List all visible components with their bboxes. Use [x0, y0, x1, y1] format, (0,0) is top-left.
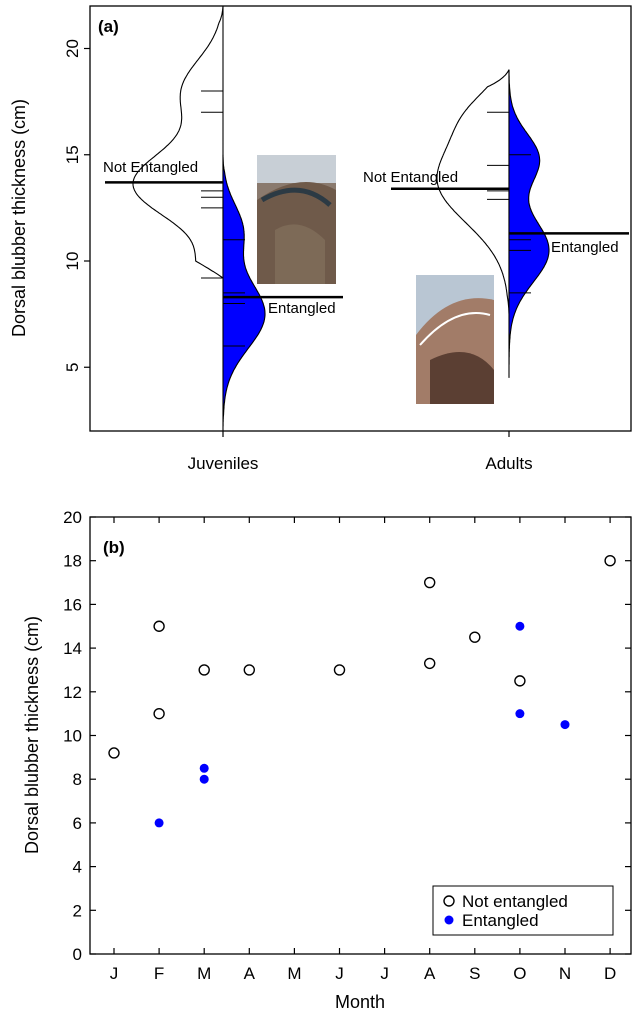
legend-label-entangled: Entangled	[462, 911, 539, 930]
legend-label-not-entangled: Not entangled	[462, 892, 568, 911]
juvenile-not-entangled-label: Not Entangled	[103, 159, 198, 176]
y-tick-label: 12	[63, 683, 82, 702]
y-tick-label: 10	[63, 252, 82, 271]
point-entangled	[515, 709, 525, 719]
x-tick-label: Juveniles	[188, 454, 259, 473]
y-tick-label: 20	[63, 39, 82, 58]
x-tick-label: Adults	[485, 454, 532, 473]
panel-b-scatter-plot: (b) Dorsal blubber thickness (cm) Month …	[22, 508, 632, 1012]
panel-a-violin-plot: (a) Dorsal blubber thickness (cm) 5 10 15 2…	[9, 5, 632, 473]
x-tick-label: O	[513, 964, 526, 983]
point-not-entangled	[604, 555, 616, 567]
point-not-entangled	[243, 664, 256, 676]
point-entangled	[199, 774, 209, 784]
y-tick-label: 4	[73, 858, 82, 877]
x-tick-label: M	[197, 964, 211, 983]
x-tick-label: F	[154, 964, 164, 983]
point-not-entangled	[153, 620, 165, 632]
point-not-entangled	[108, 747, 120, 759]
y-tick-label: 16	[63, 595, 82, 614]
y-tick-label: 18	[63, 552, 82, 571]
panel-a-label: (a)	[98, 17, 119, 36]
legend-marker-not-entangled	[443, 895, 455, 907]
panel-b-y-axis: 0 2 4 6 8 10 12 14 16 18 20	[63, 508, 631, 964]
y-tick-label: 6	[73, 814, 82, 833]
point-not-entangled	[469, 631, 481, 643]
point-entangled	[199, 763, 209, 773]
point-not-entangled	[153, 707, 165, 720]
panel-a-frame	[89, 5, 632, 432]
adult-not-entangled-label: Not Entangled	[363, 169, 458, 186]
x-tick-label: J	[110, 964, 119, 983]
y-tick-label: 15	[63, 145, 82, 164]
x-tick-label: A	[244, 964, 256, 983]
point-not-entangled	[514, 675, 526, 687]
panel-a-y-axis-title: Dorsal blubber thickness (cm)	[9, 99, 29, 337]
y-tick-label: 10	[63, 727, 82, 746]
x-tick-label: J	[335, 964, 344, 983]
panel-a-y-axis: 5 10 15 20	[63, 39, 90, 372]
violin-entangled-adults	[508, 69, 550, 378]
x-tick-label: D	[604, 964, 616, 983]
violin-not-entangled-juveniles	[132, 5, 224, 280]
y-tick-label: 14	[63, 639, 82, 658]
x-tick-label: N	[559, 964, 571, 983]
x-tick-label: M	[287, 964, 301, 983]
x-tick-label: S	[469, 964, 480, 983]
adult-entangled-label: Entangled	[551, 239, 619, 256]
x-tick-label: J	[380, 964, 389, 983]
point-entangled	[515, 621, 525, 631]
point-not-entangled	[424, 657, 436, 670]
adult-blubber-photo	[416, 275, 494, 404]
point-not-entangled	[333, 664, 346, 676]
y-tick-label: 8	[73, 770, 82, 789]
panel-b-points	[108, 555, 616, 828]
point-entangled	[560, 720, 570, 730]
point-entangled	[154, 818, 164, 828]
y-tick-label: 2	[73, 901, 82, 920]
juvenile-blubber-photo	[257, 155, 336, 284]
y-tick-label: 20	[63, 508, 82, 527]
panel-b-y-axis-title: Dorsal blubber thickness (cm)	[22, 616, 42, 854]
x-tick-label: A	[424, 964, 436, 983]
point-not-entangled	[424, 576, 436, 589]
panel-b-legend: Not entangled Entangled	[432, 885, 614, 936]
violin-not-entangled-adults	[436, 69, 510, 315]
panel-a-x-axis: Juveniles Adults	[188, 431, 533, 473]
panel-b-label: (b)	[103, 538, 125, 557]
y-tick-label: 0	[73, 945, 82, 964]
y-tick-label: 5	[63, 363, 82, 372]
panel-b-x-axis-title: Month	[335, 992, 385, 1012]
legend-frame	[432, 885, 614, 936]
panel-a-violins	[105, 5, 629, 431]
legend-marker-entangled	[444, 915, 454, 925]
juvenile-entangled-label: Entangled	[268, 300, 336, 317]
point-not-entangled	[198, 664, 210, 676]
